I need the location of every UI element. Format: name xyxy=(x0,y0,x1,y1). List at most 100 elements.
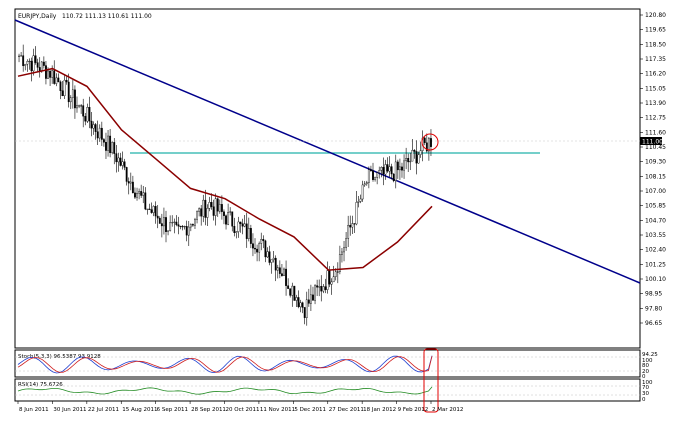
candle-body xyxy=(144,192,147,210)
candle-body xyxy=(266,251,269,258)
current-price-tag xyxy=(640,137,662,145)
candle-body xyxy=(156,215,159,219)
candle-body xyxy=(413,149,416,152)
candle-body xyxy=(312,294,314,301)
candle-body xyxy=(82,105,85,117)
price-tick-label: 113.90 xyxy=(645,100,666,107)
candle-body xyxy=(409,160,412,163)
candle-body xyxy=(297,297,300,308)
price-tick-label: 116.20 xyxy=(645,71,666,78)
candle-body xyxy=(415,151,418,164)
price-tick-label: 96.65 xyxy=(645,320,662,327)
candle-body xyxy=(96,131,99,139)
candle-body xyxy=(430,138,432,147)
candle-body xyxy=(67,81,70,103)
candle-body xyxy=(301,302,304,308)
price-tick-label: 100.10 xyxy=(645,276,666,283)
candle-body xyxy=(119,157,122,166)
rsi-tick-30: 30 xyxy=(642,391,649,397)
candle-body xyxy=(268,251,271,263)
candle-body xyxy=(194,219,196,226)
candle-body xyxy=(185,226,188,236)
stoch-scale-top: 94.25 xyxy=(642,352,658,358)
time-tick-label: 27 Dec 2011 xyxy=(329,407,364,413)
time-tick-label: 15 Aug 2011 xyxy=(122,407,157,413)
candle-body xyxy=(287,285,290,289)
candle-body xyxy=(150,209,153,213)
candle-body xyxy=(318,286,321,288)
rsi-tick-70: 70 xyxy=(642,385,649,391)
candle-body xyxy=(328,270,331,285)
candle-body xyxy=(171,222,174,224)
price-tick-label: 110.45 xyxy=(645,144,666,151)
ohlc-label: 110.72 111.13 110.61 111.00 xyxy=(62,13,152,20)
price-tick-label: 107.00 xyxy=(645,188,666,195)
candle-body xyxy=(98,127,101,139)
candle-body xyxy=(191,224,194,226)
rsi-line xyxy=(17,386,433,395)
candle-body xyxy=(394,161,397,182)
candle-body xyxy=(175,221,178,225)
candle-body xyxy=(160,223,163,227)
candle-body xyxy=(405,158,408,162)
candle-body xyxy=(262,239,265,242)
candle-body xyxy=(367,169,370,183)
candle-body xyxy=(374,177,376,180)
candle-body xyxy=(390,166,393,175)
candle-body xyxy=(80,105,83,107)
time-tick-label: 8 Jun 2011 xyxy=(19,407,49,413)
candle-body xyxy=(214,198,217,216)
candle-body xyxy=(146,208,149,210)
candle-body xyxy=(121,161,124,166)
candle-body xyxy=(165,217,167,232)
candle-body xyxy=(179,225,182,227)
candle-body xyxy=(167,230,169,232)
candle-body xyxy=(202,199,205,217)
time-tick-label: 22 Jul 2011 xyxy=(88,407,119,413)
candle-body xyxy=(69,97,72,103)
time-tick-label: 11 Nov 2011 xyxy=(260,407,295,413)
candle-body xyxy=(427,138,430,152)
candle-body xyxy=(324,286,327,290)
candle-body xyxy=(47,70,49,79)
price-tick-label: 109.30 xyxy=(645,159,666,166)
candle-body xyxy=(359,198,362,202)
candle-body xyxy=(125,167,128,182)
candle-body xyxy=(285,268,287,286)
candle-body xyxy=(289,288,292,296)
candle-body xyxy=(365,182,368,185)
price-tick-label: 111.60 xyxy=(645,129,666,136)
candle-body xyxy=(210,202,213,207)
candle-body xyxy=(276,267,279,271)
candle-body xyxy=(88,107,91,122)
candle-body xyxy=(309,294,312,304)
candle-body xyxy=(247,228,250,239)
candle-body xyxy=(140,191,143,196)
candle-body xyxy=(138,191,141,194)
candle-body xyxy=(392,173,395,182)
candle-body xyxy=(102,139,105,143)
candle-body xyxy=(65,79,68,83)
price-tick-label: 117.35 xyxy=(645,56,666,63)
candle-body xyxy=(330,281,333,285)
downtrend-line[interactable] xyxy=(14,19,641,284)
symbol-label: EURJPY,Daily xyxy=(18,13,57,20)
candle-body xyxy=(216,198,219,212)
candle-body xyxy=(372,170,374,180)
candle-body xyxy=(249,228,252,244)
candle-body xyxy=(291,285,294,296)
candle-body xyxy=(401,166,403,171)
time-axis: 8 Jun 2011 30 Jun 2011 22 Jul 2011 15 Aug 2… xyxy=(17,401,463,413)
candle-body xyxy=(239,221,242,224)
candle-body xyxy=(183,226,186,228)
price-tick-label: 102.40 xyxy=(645,247,666,254)
candle-body xyxy=(343,247,345,253)
candle-body xyxy=(22,55,25,67)
candlestick-series xyxy=(18,44,432,326)
candle-body xyxy=(111,142,114,153)
candle-body xyxy=(173,221,176,223)
price-tick-label: 120.80 xyxy=(645,12,666,19)
stoch-tick-0: 0 xyxy=(642,374,646,380)
candle-body xyxy=(423,137,426,143)
candle-body xyxy=(278,267,281,274)
